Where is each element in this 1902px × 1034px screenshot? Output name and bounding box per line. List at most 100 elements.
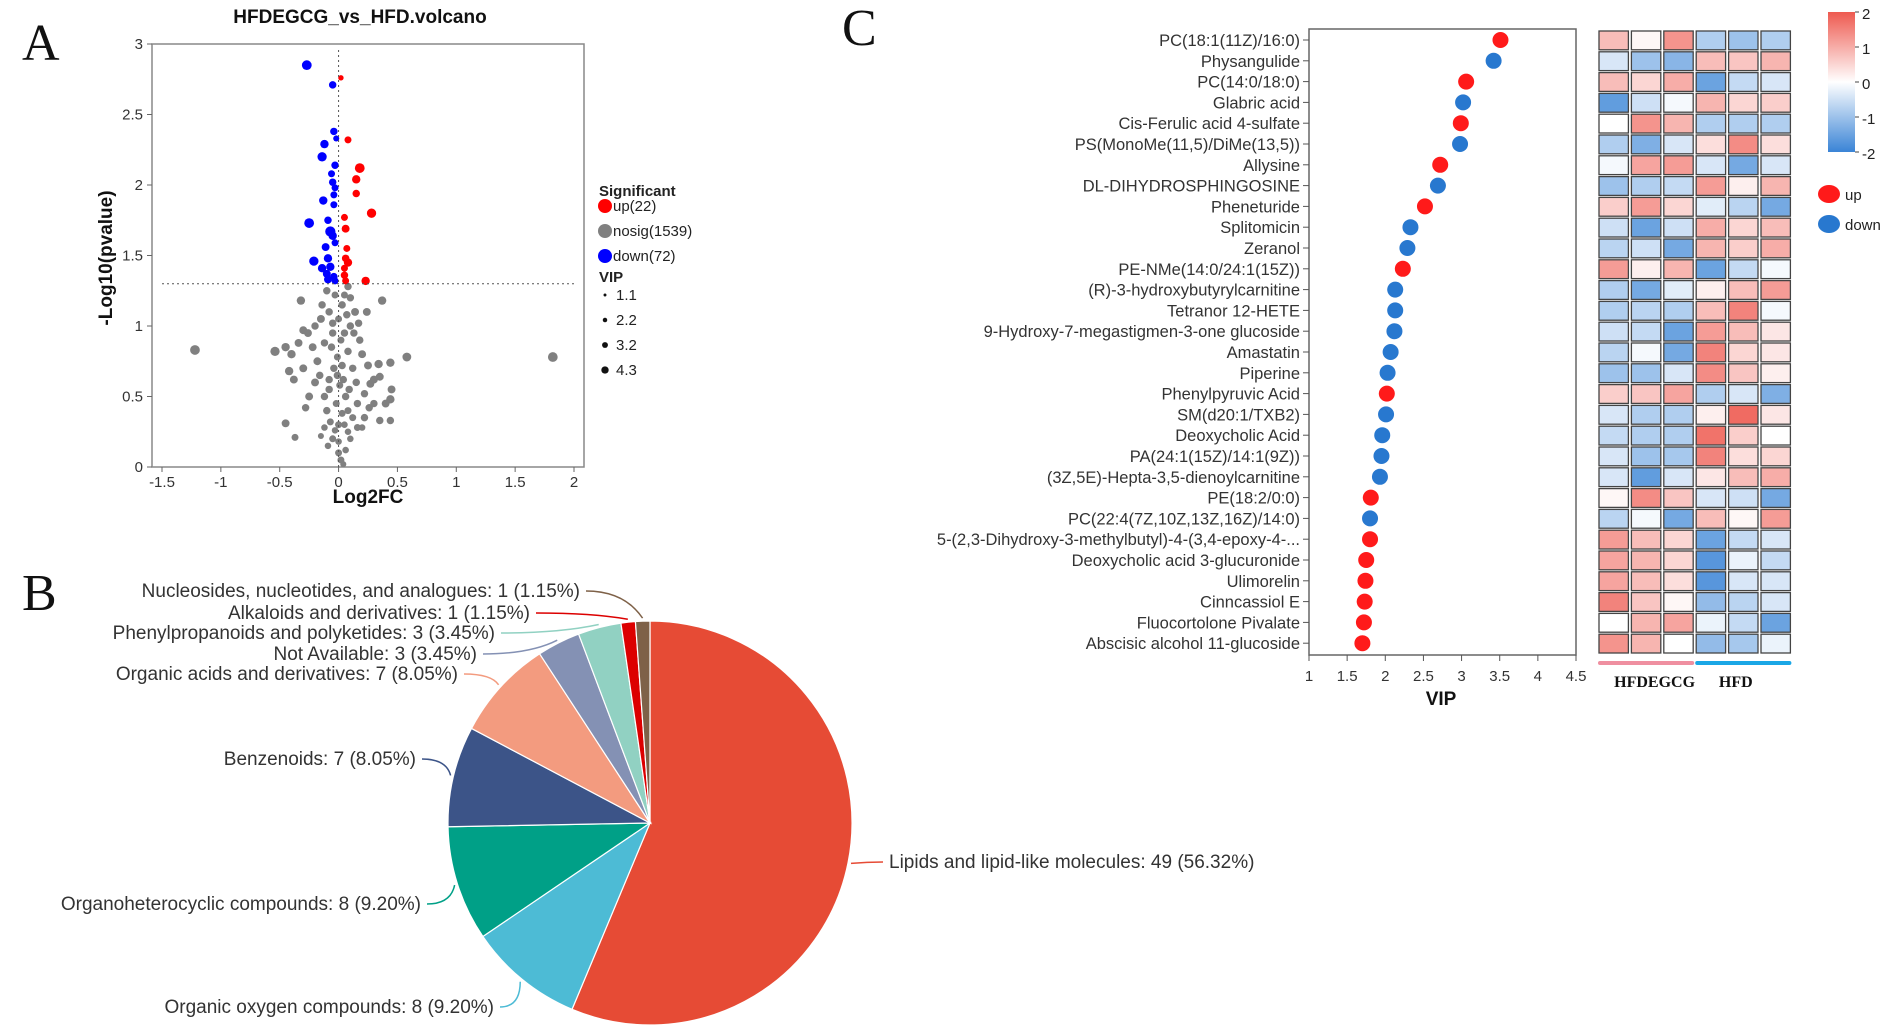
point-nosig [296,296,306,305]
volcano-title: HFDEGCG_vs_HFD.volcano [233,7,486,28]
y-tick-label: 3 [135,36,143,53]
pie-slice [447,727,653,828]
point-up [343,244,351,252]
heatmap-cell [1630,51,1662,72]
point-nosig [329,435,337,443]
heatmap-cell [1695,113,1727,134]
legend-size-label: 1.1 [616,287,637,304]
heatmap-cell [1727,71,1759,93]
vip-dot-down [1362,510,1379,527]
point-nosig [291,433,299,441]
point-nosig [323,287,331,295]
point-up [340,213,348,221]
metabolite-label: Pheneturide [1211,198,1300,216]
point-nosig [349,414,357,422]
heatmap-cell [1760,259,1792,280]
heatmap-cell [1630,487,1662,509]
heatmap-cell [1695,155,1727,176]
y-tick-label: 0.5 [122,389,143,406]
heatmap-cell [1663,217,1694,238]
pie-leader-line [463,673,500,686]
point-nosig [360,413,369,422]
heatmap-cell [1598,404,1630,425]
y-tick-label: 1.5 [122,248,143,265]
pie-leader-line [500,623,599,634]
point-down [324,275,332,284]
panel-letter-c: C [842,0,877,57]
pie-leader-line [426,884,456,905]
metabolite-label: (R)-3-hydroxybutyrylcarnitine [1088,282,1300,300]
legend-size-dot [602,317,608,323]
point-up [338,75,344,81]
x-tick-label: 3.5 [1489,668,1510,685]
heatmap-cell [1663,134,1694,155]
point-nosig [547,352,558,362]
pie-leader-line [421,758,452,776]
heatmap-cell [1630,363,1662,384]
point-nosig [386,416,395,425]
legend-swatch [598,199,612,213]
heatmap-cell [1630,550,1662,571]
point-nosig [316,371,324,380]
heatmap-cell [1760,51,1792,72]
metabolite-label: Deoxycholic acid 3-glucuronide [1072,552,1300,570]
point-nosig [341,392,350,401]
heatmap-cell [1630,446,1662,467]
pie-leader-line [535,612,628,620]
pie-slice [571,620,853,1026]
x-tick-label: 4.5 [1566,668,1587,685]
heatmap-cell [1760,217,1792,238]
panel-letter-b: B [22,565,57,622]
point-nosig [341,421,348,428]
point-up [361,276,370,286]
pie-slice [482,821,652,1011]
pie-chart: Lipids and lipid-like molecules: 49 (56.… [61,581,1254,1026]
heatmap-cell [1630,238,1662,259]
heatmap-cell [1727,571,1759,592]
point-nosig [321,424,328,431]
legend-swatch [598,249,612,263]
point-nosig [340,291,348,299]
point-nosig [377,296,387,305]
metabolite-label: Zeranol [1244,240,1300,258]
heatmap-cell [1760,196,1792,217]
metabolite-label: 9-Hydroxy-7-megastigmen-3-one glucoside [984,323,1300,341]
x-tick-label: 1.5 [1337,668,1358,685]
x-tick-label: 2 [570,474,578,491]
point-down [331,277,339,285]
heatmap-cell [1760,342,1792,363]
heatmap-cell [1760,175,1792,197]
point-nosig [338,361,346,370]
heatmap-cell [1663,633,1694,654]
metabolite-label: Piperine [1239,365,1300,383]
point-nosig [348,364,357,373]
point-nosig [402,352,412,362]
x-tick-label: 1.5 [505,474,526,491]
heatmap-cell [1695,363,1727,384]
heatmap-cell [1760,279,1792,301]
vip-dot-up [1432,156,1449,173]
point-down [331,161,339,169]
colorbar-tick-label: -2 [1862,146,1875,163]
heatmap-cell [1663,175,1694,197]
metabolite-label: DL-DIHYDROSPHINGOSINE [1083,178,1300,196]
heatmap-cell [1598,279,1630,301]
heatmap-cell [1695,175,1727,197]
point-nosig [374,359,383,369]
heatmap-cell [1695,487,1727,509]
point-nosig [304,329,312,338]
pie-slice [447,822,653,938]
point-nosig [311,378,319,387]
point-nosig [328,329,337,337]
point-down [328,178,337,186]
pie-leader-line [585,590,644,619]
heatmap-cell [1598,113,1630,134]
metabolite-label: PE(18:2/0:0) [1207,490,1300,508]
heatmap-cell [1598,529,1630,550]
colorbar [1828,12,1855,152]
heatmap-cell [1727,363,1759,384]
y-tick-label: 1 [135,318,143,335]
heatmap-cell [1727,113,1759,134]
pie-label: Organic oxygen compounds: 8 (9.20%) [164,997,494,1018]
heatmap-cell [1727,508,1759,529]
